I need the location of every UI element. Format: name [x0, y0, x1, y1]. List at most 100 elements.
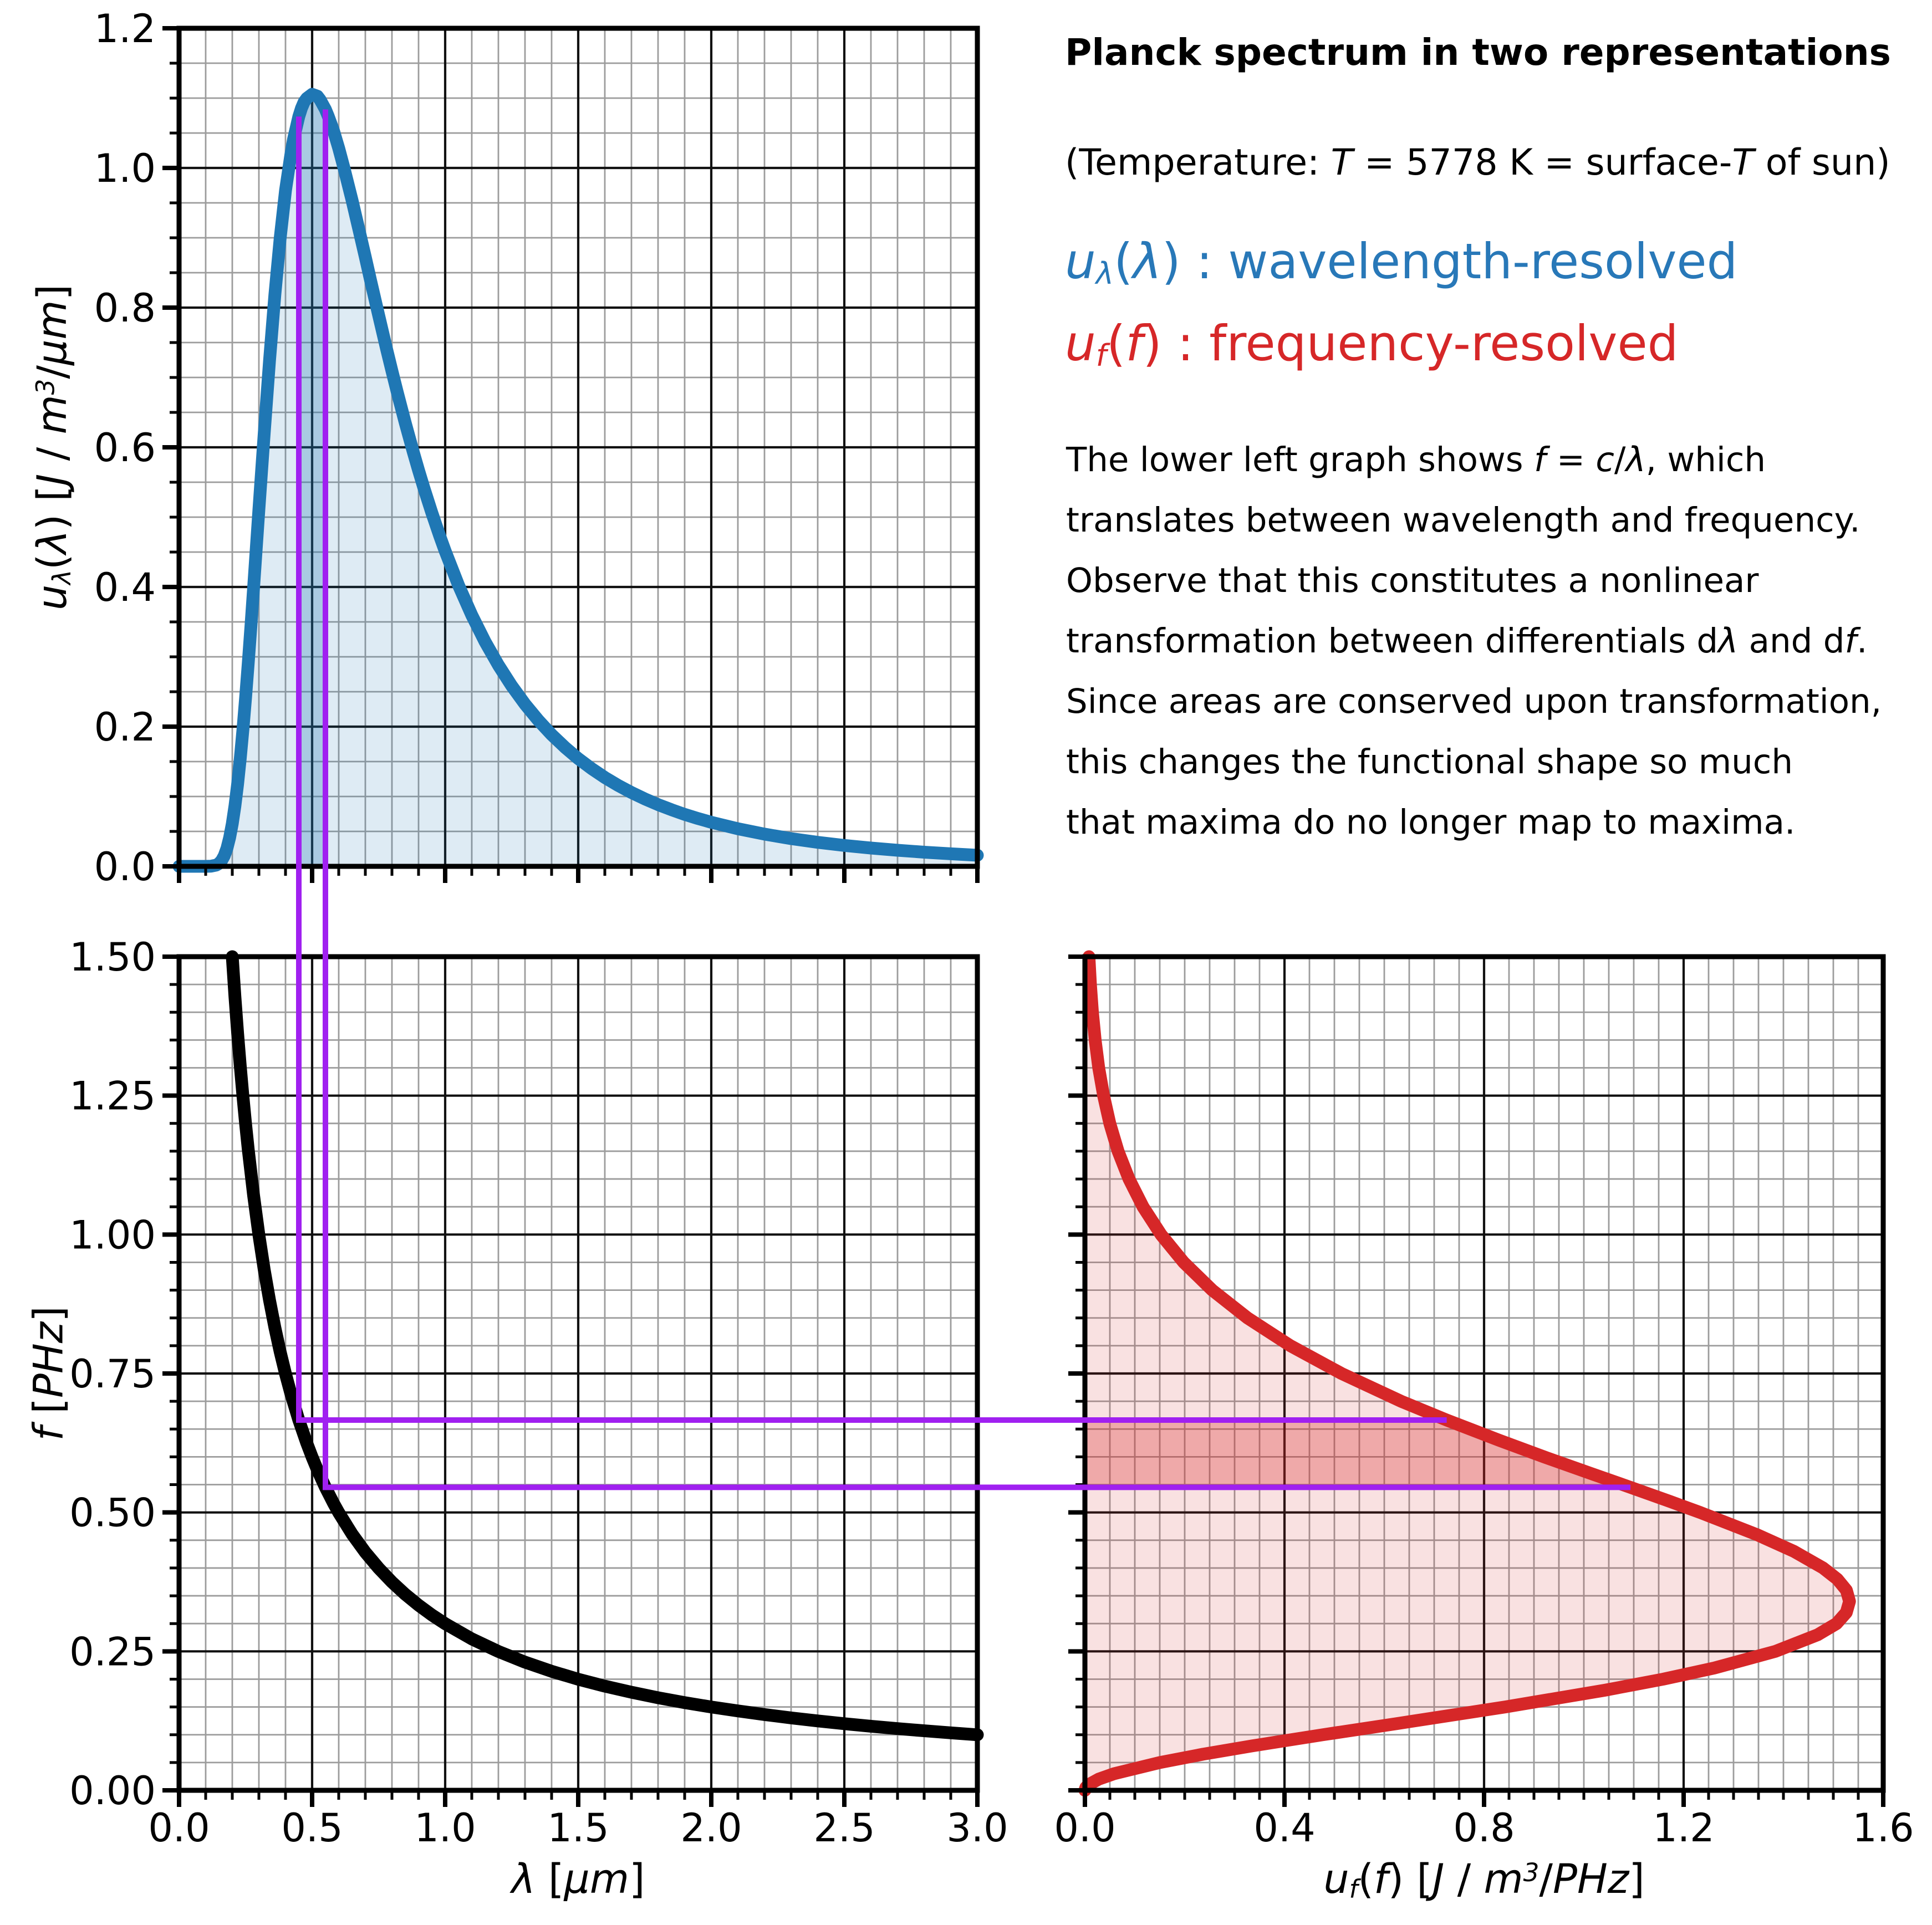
text-run: f [1349, 1874, 1358, 1904]
x-tick-label: 0.0 [1054, 1805, 1115, 1851]
text-run: [ [535, 1856, 564, 1903]
frequency-curve [1078, 950, 1856, 1797]
wavelength-curve [172, 88, 984, 873]
text-run: T [1331, 142, 1353, 183]
conversion-curve [226, 950, 984, 1742]
text-run: f [1374, 1856, 1388, 1903]
temperature-note: (Temperature: T = 5778 K = surface-T of … [1065, 142, 1890, 183]
text-run: f [1844, 621, 1857, 661]
text-run: ] [629, 1856, 645, 1903]
x-tick-label: 1.2 [1653, 1805, 1714, 1851]
y-tick-label: 0.0 [94, 844, 156, 890]
peak-mapping-connectors [296, 109, 1631, 1490]
text-run: / [1539, 1856, 1553, 1903]
text-run: / [1444, 1856, 1484, 1903]
legend-frequency: uf(f) : frequency-resolved [1065, 315, 1678, 373]
text-run: and d [1738, 621, 1845, 661]
text-run: J [28, 473, 76, 486]
y-tick-label: 1.25 [69, 1074, 156, 1119]
text-run: this changes the functional shape so muc… [1066, 742, 1793, 782]
text-run: PHz [25, 1321, 73, 1398]
connector-line [323, 109, 1631, 1490]
text-run: = [1546, 440, 1596, 479]
y-tick-label: 1.0 [94, 146, 156, 191]
wavelength-fill [179, 94, 977, 867]
conversion-plot-ylabel: f [PHz] [26, 1306, 73, 1441]
text-run: f [1533, 440, 1546, 479]
text-run: c [1595, 440, 1614, 479]
paragraph-line: that maxima do no longer map to maxima. [1066, 792, 1882, 852]
y-tick-label: 1.2 [94, 6, 156, 52]
text-run: ( [28, 554, 76, 570]
frequency-fill [1085, 957, 1850, 1790]
y-tick-label: 0.8 [94, 285, 156, 331]
conversion-plot: 0.0 0.5 1.0 1.5 2.0 2.5 3.0 0.00 0.25 0.50 0.75 1.0… [69, 935, 1008, 1851]
y-tick-label: 0.50 [69, 1490, 156, 1536]
y-tick-label: 1.50 [69, 935, 156, 980]
text-run: transformation between differentials d [1066, 621, 1719, 661]
text-run: ) [ [1388, 1856, 1433, 1903]
text-run: = 5778 K = surface- [1353, 142, 1732, 183]
text-run: f [1125, 315, 1143, 372]
connector-line [296, 116, 1447, 1423]
text-run: PHz [1552, 1856, 1629, 1903]
text-run: λ [1625, 440, 1646, 479]
text-run: . [1856, 621, 1868, 661]
paragraph-line: translates between wavelength and freque… [1066, 490, 1882, 550]
text-run: The lower left graph shows [1066, 440, 1534, 479]
text-run: u [28, 584, 76, 611]
text-run: of sun) [1754, 142, 1890, 183]
text-run: ( [1114, 233, 1133, 290]
text-run: ( [1358, 1856, 1374, 1903]
text-run: Since areas are conserved upon transform… [1066, 682, 1882, 721]
x-tick-label: 0.0 [148, 1805, 210, 1851]
paragraph-line: this changes the functional shape so muc… [1066, 732, 1882, 792]
text-run: ( [1107, 315, 1126, 372]
text-run: that maxima do no longer map to maxima. [1066, 803, 1796, 842]
y-tick-label: 0.4 [94, 565, 156, 610]
paragraph-line: The lower left graph shows f = c/λ, whic… [1066, 430, 1882, 490]
text-run: μm [564, 1856, 629, 1903]
text-run: λ [511, 1856, 536, 1903]
text-run: u [1065, 315, 1096, 372]
text-run: f [1095, 338, 1107, 374]
text-run: , which [1645, 440, 1766, 479]
text-run: / [28, 365, 76, 379]
text-run: T [1732, 142, 1755, 183]
text-run: Observe that this constitutes a nonlinea… [1066, 561, 1759, 600]
paragraph-line: Observe that this constitutes a nonlinea… [1066, 550, 1882, 611]
y-tick-label: 0.75 [69, 1351, 156, 1397]
x-tick-label: 1.0 [414, 1805, 476, 1851]
text-run: J [1432, 1856, 1445, 1903]
legend-wavelength: uλ(λ) : wavelength-resolved [1065, 233, 1737, 291]
x-tick-label: 0.8 [1453, 1805, 1515, 1851]
description-paragraph: The lower left graph shows f = c/λ, whic… [1066, 430, 1882, 852]
y-tick-label: 1.00 [69, 1212, 156, 1258]
text-run: λ [1718, 621, 1739, 661]
y-tick-label: 0.00 [69, 1768, 156, 1814]
frequency-plot: 0.0 0.4 0.8 1.2 1.6 [1054, 950, 1914, 1851]
text-run: (Temperature: [1065, 142, 1331, 183]
text-run: ) : [1143, 315, 1210, 372]
x-tick-label: 2.5 [813, 1805, 875, 1851]
text-run: λ [47, 569, 77, 585]
text-run: λ [28, 530, 76, 554]
text-run: [ [25, 1398, 73, 1427]
text-run: / [1614, 440, 1626, 479]
text-run: 3 [30, 379, 60, 395]
paragraph-line: transformation between differentials dλ … [1066, 611, 1882, 671]
x-tick-label: 1.6 [1852, 1805, 1914, 1851]
text-run: u [1065, 233, 1096, 290]
text-run: ] [1629, 1856, 1645, 1903]
text-run: m [1484, 1856, 1523, 1903]
text-run: λ [1095, 256, 1114, 292]
text-run: u [1323, 1856, 1349, 1903]
frequency-plot-xlabel: uf(f) [J / m3/PHz] [1323, 1856, 1644, 1903]
paragraph-line: Since areas are conserved upon transform… [1066, 671, 1882, 732]
x-tick-label: 2.0 [680, 1805, 742, 1851]
text-run: ) [ [28, 486, 76, 530]
text-run: wavelength-resolved [1228, 233, 1738, 290]
x-tick-label: 0.4 [1253, 1805, 1315, 1851]
